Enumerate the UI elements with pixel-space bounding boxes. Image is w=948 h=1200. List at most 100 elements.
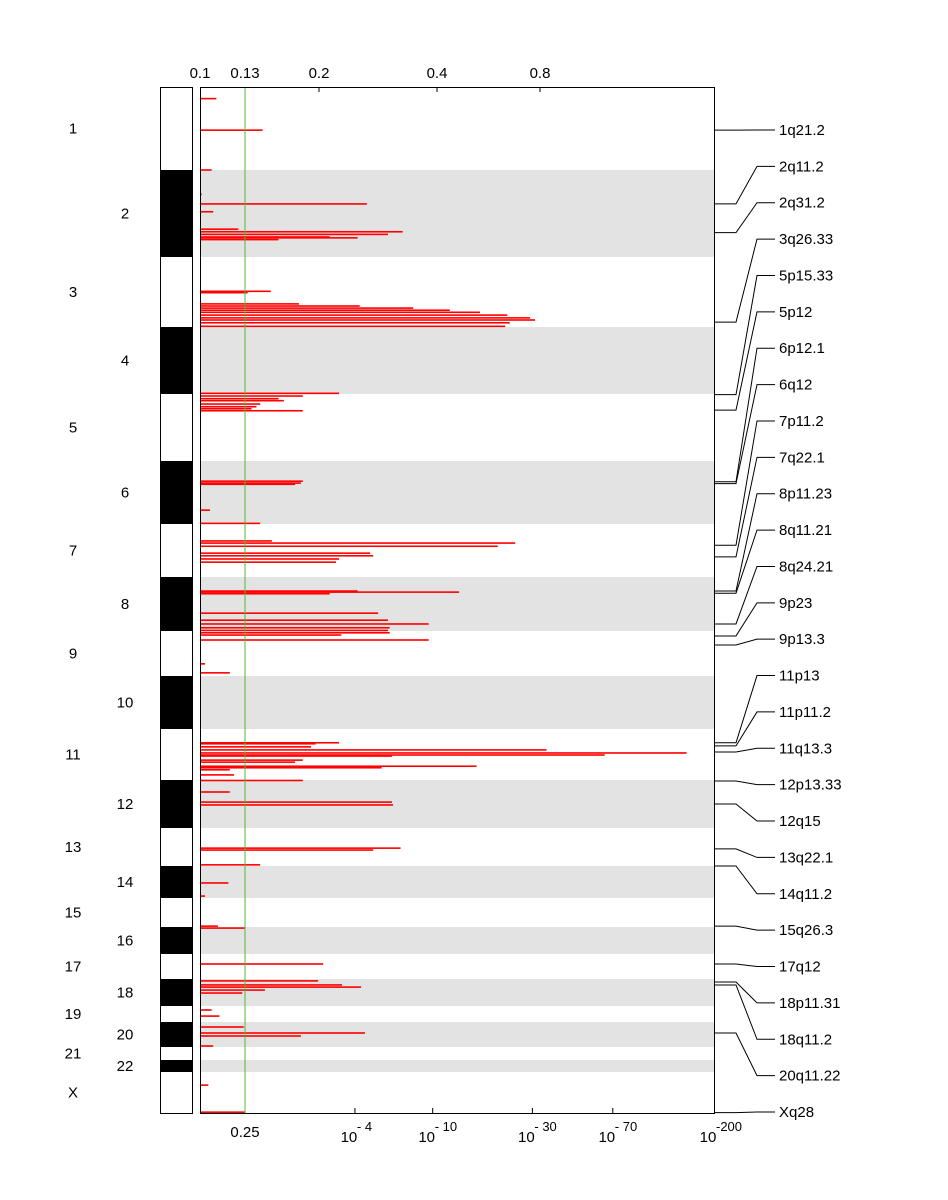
- score-bar: [200, 895, 206, 897]
- chromosome-label: 16: [117, 933, 134, 950]
- ideogram-block: [160, 461, 192, 524]
- peak-label: 8q11.21: [779, 522, 832, 539]
- chromosome-label: 21: [65, 1046, 82, 1063]
- peak-label: 15q26.3: [779, 922, 833, 939]
- chromosome-band: [200, 927, 714, 954]
- chromosome-label: 3: [69, 284, 77, 301]
- score-bar: [200, 752, 687, 754]
- chromosome-label: 5: [69, 420, 77, 437]
- peak-label: 2q31.2: [779, 195, 825, 212]
- bottom-tick-label: 0.25: [230, 1124, 259, 1141]
- score-bar: [200, 1032, 365, 1034]
- score-bar: [200, 291, 248, 294]
- score-bar: [200, 963, 324, 965]
- score-bar: [200, 405, 257, 408]
- score-bar: [200, 1015, 220, 1017]
- peak-label: 14q11.2: [779, 886, 832, 903]
- peak-label: 8p11.23: [779, 486, 832, 503]
- peak-leader-line: [714, 347, 775, 483]
- score-bar: [200, 322, 510, 324]
- top-tick-label: 0.4: [427, 65, 448, 82]
- score-bar: [200, 634, 342, 636]
- score-bar: [200, 774, 235, 776]
- chromosome-label: 2: [121, 206, 129, 223]
- score-bar: [200, 591, 460, 593]
- plot-frame: [200, 87, 715, 1114]
- score-bar: [200, 986, 362, 988]
- bottom-tick-exponent: -200: [716, 1119, 742, 1134]
- score-bar: [200, 801, 392, 803]
- top-tick-label: 0.1: [190, 65, 211, 82]
- peak-leader-line: [714, 493, 775, 592]
- peak-label: 6q12: [779, 377, 812, 394]
- bottom-tick-exponent: - 10: [435, 1119, 457, 1134]
- chromosome-label: 12: [117, 796, 134, 813]
- peak-leader-line: [714, 981, 775, 1004]
- peak-leader-line: [714, 803, 775, 822]
- ideogram-block: [160, 1060, 192, 1072]
- ideogram-block: [160, 1022, 192, 1047]
- peak-label: 18q11.2: [779, 1031, 832, 1048]
- score-bar: [200, 984, 343, 986]
- chromosome-label: 19: [65, 1006, 82, 1023]
- score-bar: [200, 325, 506, 328]
- score-bar: [200, 309, 450, 311]
- peak-leader-line: [714, 1111, 775, 1114]
- chromosome-label: 7: [69, 543, 77, 560]
- peak-label: 7p11.2: [779, 413, 824, 430]
- peak-label: 11q13.3: [779, 740, 832, 757]
- chromosome-band: [200, 979, 714, 1006]
- chromosome-band: [200, 1022, 714, 1047]
- peak-label: 1q21.2: [779, 122, 825, 139]
- score-bar: [200, 509, 210, 511]
- score-bar: [200, 754, 605, 756]
- score-bar: [200, 742, 316, 745]
- score-bar: [200, 766, 382, 769]
- score-bar: [200, 882, 229, 884]
- chromosome-band: [200, 461, 714, 524]
- peak-label: 11p11.2: [779, 704, 831, 721]
- score-bar: [200, 612, 379, 614]
- score-bar: [200, 230, 403, 233]
- peak-leader-line: [714, 675, 775, 744]
- chromosome-label: X: [68, 1085, 78, 1102]
- peak-label: 12p13.33: [779, 777, 842, 794]
- ideogram-frame: [160, 87, 193, 1114]
- chromosome-label: 14: [117, 874, 134, 891]
- score-bar: [200, 555, 374, 557]
- bottom-tick-exponent: - 70: [615, 1119, 637, 1134]
- chromosome-label: 10: [117, 695, 134, 712]
- bottom-tick-label: 10: [598, 1129, 615, 1146]
- score-bar: [200, 203, 367, 205]
- score-bar: [200, 305, 360, 307]
- peak-label: 11p13: [779, 668, 820, 685]
- peak-label: 7q22.1: [779, 449, 825, 466]
- chromosome-band: [200, 170, 714, 257]
- score-bar: [200, 482, 301, 484]
- score-bar: [200, 552, 371, 554]
- bottom-tick-label: 10: [518, 1129, 535, 1146]
- score-bar: [200, 779, 303, 782]
- ideogram-block: [160, 327, 192, 394]
- chromosome-label: 20: [117, 1027, 134, 1044]
- score-bar: [200, 558, 340, 560]
- score-bar: [200, 992, 243, 994]
- score-bar: [200, 864, 261, 866]
- score-bar: [200, 399, 284, 402]
- score-bar: [200, 741, 340, 744]
- chromosome-band: [200, 1060, 714, 1072]
- score-bar: [200, 319, 536, 321]
- score-bar: [200, 847, 401, 849]
- score-bar: [200, 407, 252, 410]
- score-bar: [200, 403, 261, 405]
- peak-leader-line: [714, 711, 775, 747]
- score-bar: [200, 540, 272, 542]
- chromosome-label: 18: [117, 985, 134, 1002]
- score-bar: [200, 1084, 209, 1086]
- peak-leader-line: [714, 274, 775, 396]
- chromosome-label: 15: [65, 905, 82, 922]
- chromosome-band: [200, 327, 714, 394]
- peak-leader-line: [714, 202, 775, 234]
- peak-label: 17q12: [779, 959, 821, 976]
- chromosome-label: 8: [121, 596, 129, 613]
